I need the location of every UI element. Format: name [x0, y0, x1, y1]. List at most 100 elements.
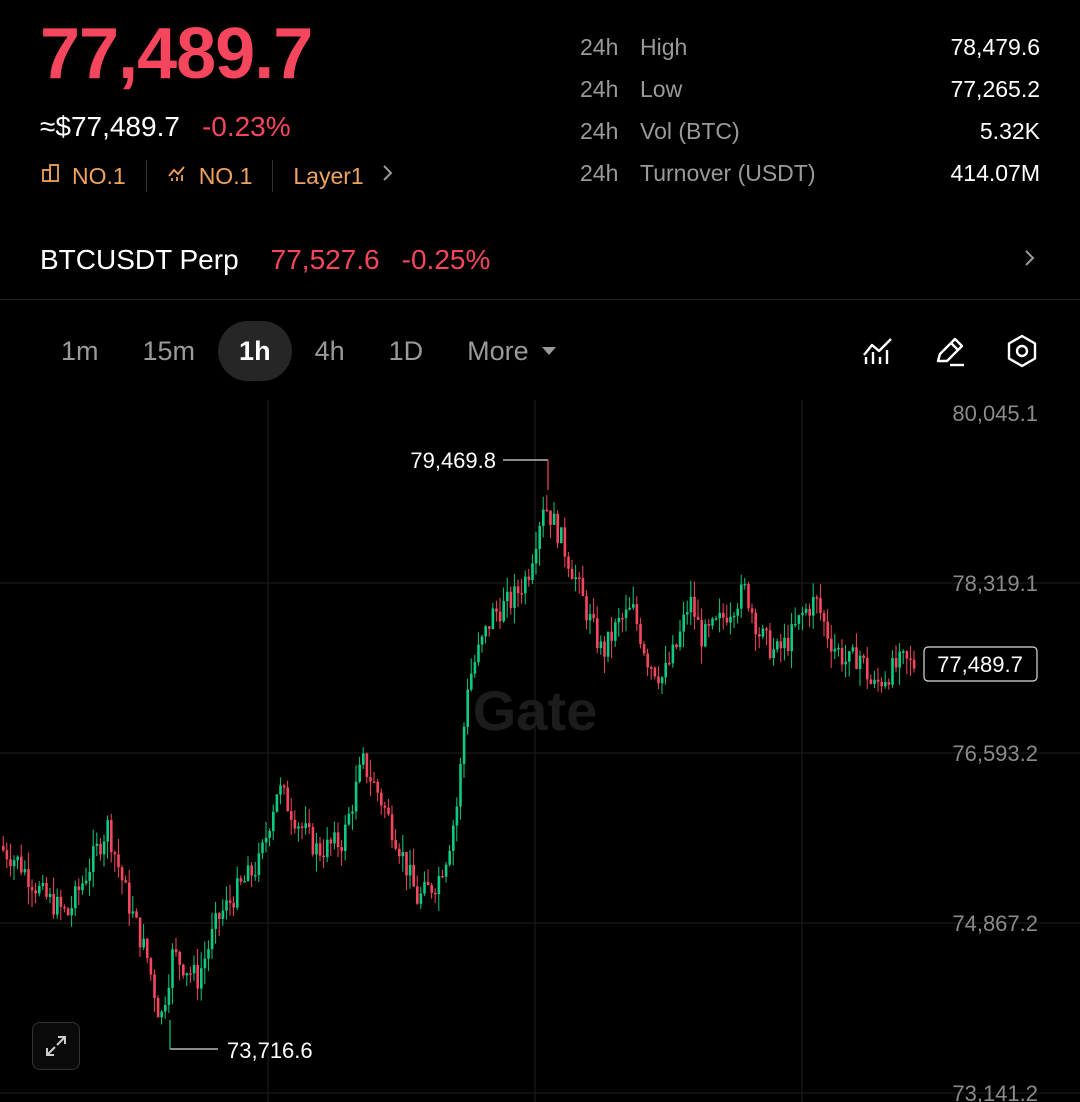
stat-value: 5.32K — [979, 117, 1040, 144]
timeframe-4h[interactable]: 4h — [314, 336, 345, 366]
candle — [552, 513, 556, 525]
candle — [668, 662, 671, 665]
candle — [218, 913, 221, 919]
timeframe-15m[interactable]: 15m — [142, 336, 196, 366]
candle — [149, 958, 153, 975]
candle — [470, 673, 473, 690]
tag-volume-rank[interactable]: NO.1 — [167, 160, 274, 192]
candle — [52, 893, 55, 915]
timeframe-more-dropdown[interactable]: More — [446, 321, 578, 381]
candle — [894, 657, 898, 668]
candle — [304, 823, 307, 828]
candle — [858, 655, 862, 669]
candle — [585, 596, 588, 621]
stat-label: High — [640, 33, 688, 60]
candle — [401, 851, 405, 857]
candle — [351, 811, 354, 814]
candle — [873, 679, 876, 684]
candle — [120, 867, 124, 881]
last-price: 77,489.7 — [40, 14, 313, 94]
candle — [380, 792, 383, 806]
candle — [34, 890, 37, 894]
candle — [261, 842, 264, 854]
settings-icon[interactable] — [1004, 333, 1040, 369]
tag-layer1[interactable]: Layer1 — [293, 160, 369, 192]
candle — [196, 964, 199, 989]
candle — [41, 882, 45, 887]
tag-market-cap-rank[interactable]: NO.1 — [40, 160, 147, 192]
candle — [761, 628, 765, 637]
expand-icon — [46, 1036, 66, 1056]
perp-price: 77,527.6 — [270, 244, 380, 275]
candle — [837, 647, 840, 650]
candle — [246, 865, 250, 881]
candle — [578, 577, 581, 579]
high-marker-label: 79,469.8 — [410, 448, 496, 473]
candle — [437, 875, 441, 895]
candle — [268, 831, 271, 838]
candle — [876, 679, 880, 682]
candle — [635, 604, 639, 625]
candle — [653, 667, 657, 677]
candle — [275, 794, 279, 812]
candle — [851, 647, 855, 652]
candle — [542, 509, 545, 527]
candle — [902, 651, 905, 653]
candle — [344, 824, 347, 851]
candle — [498, 611, 502, 622]
candle — [12, 860, 16, 867]
timeframe-1h[interactable]: 1h — [218, 321, 292, 381]
markers: 79,469.8 73,716.6 77,489.7 — [169, 448, 1038, 1063]
low-marker-label: 73,716.6 — [227, 1038, 313, 1063]
candle — [632, 604, 635, 608]
candle — [732, 615, 736, 618]
candlestick-chart[interactable]: Gate 80,045.1 78,319.1 76,593.2 74,867.2 73,… — [0, 400, 1080, 1102]
candle — [376, 781, 379, 793]
y-axis-tick-label: 80,045.1 — [952, 401, 1038, 426]
chart-grid — [0, 400, 1080, 1102]
perp-row[interactable]: BTCUSDT Perp 77,527.6 -0.25% — [40, 240, 1040, 280]
draw-pen-icon[interactable] — [932, 333, 968, 369]
candle — [556, 513, 559, 544]
indicator-icon[interactable] — [860, 333, 896, 369]
timeframe-1d[interactable]: 1D — [388, 336, 424, 366]
candle — [203, 958, 207, 969]
y-axis-tick-label: 76,593.2 — [952, 741, 1038, 766]
candle — [884, 682, 887, 687]
candle — [113, 852, 117, 855]
candle — [164, 1004, 167, 1012]
candle — [185, 973, 189, 976]
candle — [322, 855, 325, 858]
candle — [131, 911, 135, 914]
candle — [106, 820, 109, 842]
candle — [776, 641, 779, 650]
candle — [855, 647, 858, 669]
chevron-right-icon[interactable] — [376, 160, 398, 192]
candle — [549, 510, 552, 525]
fullscreen-button[interactable] — [32, 1022, 80, 1070]
candle — [232, 902, 235, 908]
candle — [84, 880, 88, 884]
candle — [2, 845, 5, 851]
candle — [45, 882, 48, 897]
candle — [506, 591, 509, 602]
candle — [257, 853, 261, 875]
candle — [844, 661, 847, 665]
candle — [146, 938, 149, 959]
candle — [300, 826, 304, 828]
candle — [315, 843, 318, 855]
chevron-right-icon[interactable] — [1018, 240, 1040, 280]
candle — [909, 658, 912, 661]
candle — [16, 856, 19, 861]
candle — [66, 908, 70, 916]
candle — [124, 880, 127, 883]
candle — [182, 964, 185, 976]
candle — [250, 865, 253, 876]
stat-value: 414.07M — [950, 159, 1040, 186]
candle — [153, 974, 156, 999]
candle — [495, 608, 498, 612]
timeframe-1m[interactable]: 1m — [61, 336, 99, 366]
current-price-tag — [923, 646, 1038, 682]
candle — [189, 973, 192, 975]
candle — [264, 837, 268, 843]
